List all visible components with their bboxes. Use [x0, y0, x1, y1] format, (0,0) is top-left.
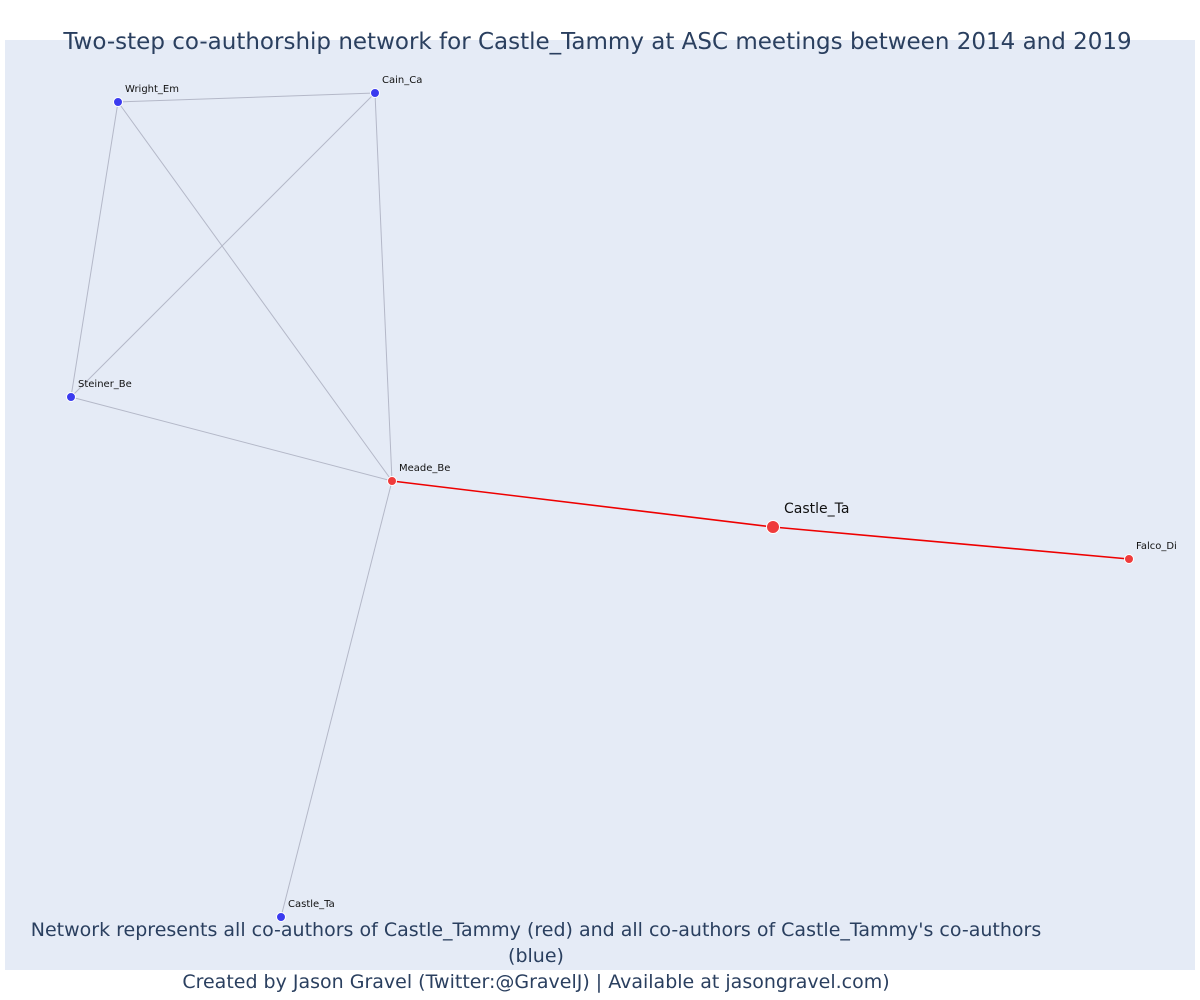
- edge-steiner-meade: [70, 396, 393, 482]
- edge-focal-falco: [772, 526, 1130, 560]
- node-falco[interactable]: [1124, 554, 1134, 564]
- node-label-castle2: Castle_Ta: [288, 899, 335, 910]
- node-label-wright: Wright_Em: [125, 84, 179, 95]
- node-focal[interactable]: [766, 520, 780, 534]
- caption-line-1: Network represents all co-authors of Cas…: [30, 919, 1042, 967]
- node-wright[interactable]: [113, 97, 123, 107]
- edges-layer: [70, 92, 1130, 918]
- chart-title: Two-step co-authorship network for Castl…: [63, 29, 1132, 55]
- node-cain[interactable]: [370, 88, 380, 98]
- caption-line-2: Created by Jason Gravel (Twitter:@Gravel…: [182, 971, 890, 993]
- node-meade[interactable]: [387, 476, 397, 486]
- node-label-falco: Falco_Di: [1136, 541, 1177, 552]
- edge-wright-meade: [117, 101, 393, 482]
- edge-cain-meade: [374, 92, 393, 482]
- node-steiner[interactable]: [66, 392, 76, 402]
- node-castle2[interactable]: [276, 912, 286, 922]
- edge-meade-castle2: [280, 480, 393, 918]
- node-label-steiner: Steiner_Be: [78, 379, 132, 390]
- node-label-focal: Castle_Ta: [784, 501, 849, 517]
- node-label-meade: Meade_Be: [399, 463, 450, 474]
- labels-layer: Castle_Ta Meade_Be Falco_Di Wright_Em Cain_C…: [78, 75, 1177, 910]
- edge-wright-cain: [117, 92, 376, 103]
- edge-meade-focal: [391, 480, 774, 528]
- caption: Network represents all co-authors of Cas…: [0, 917, 1072, 995]
- plot-area: [5, 40, 1195, 970]
- node-label-cain: Cain_Ca: [382, 75, 422, 86]
- edge-cain-steiner: [70, 92, 376, 398]
- edge-wright-steiner: [70, 101, 119, 398]
- nodes-layer: [66, 88, 1134, 922]
